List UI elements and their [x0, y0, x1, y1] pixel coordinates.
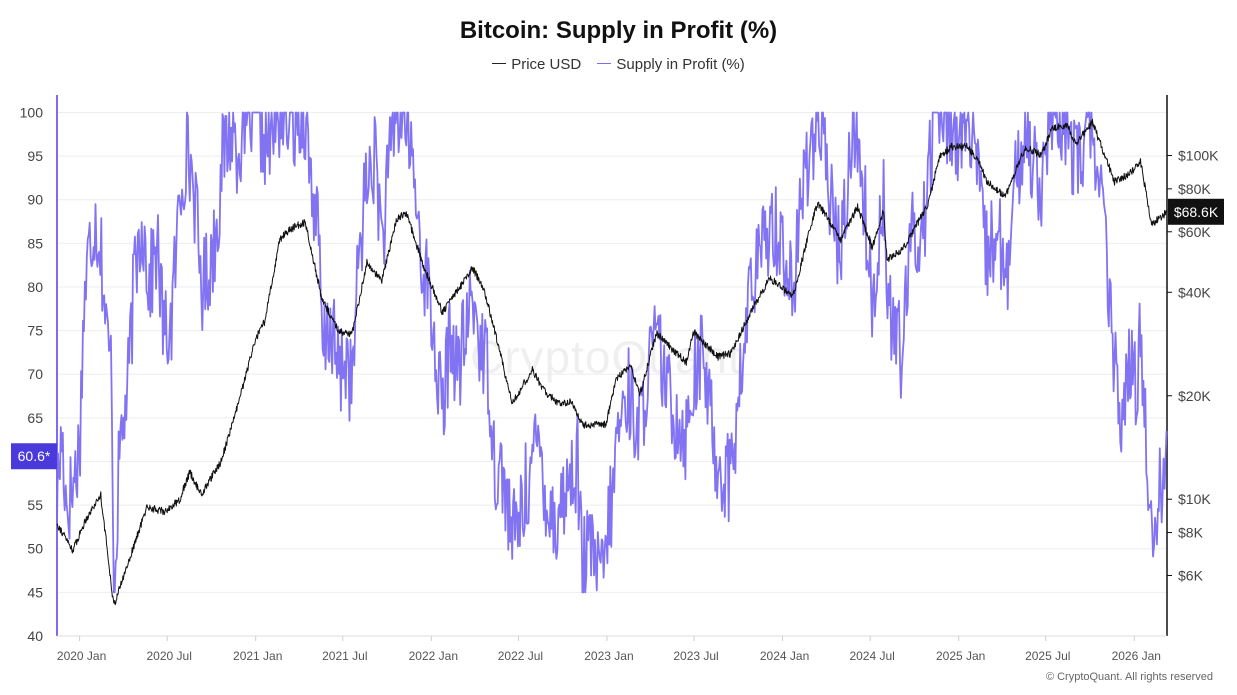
- series-line-supply-in-profit: [56, 111, 1168, 594]
- right-tick-label-7: $100K: [1178, 148, 1219, 164]
- current-price-badge-label: $68.6K: [1174, 204, 1219, 220]
- x-tick-label-4: 2022 Jan: [409, 649, 458, 663]
- chart-legend: Price USD Supply in Profit (%): [0, 56, 1237, 73]
- legend-item-supply[interactable]: Supply in Profit (%): [597, 56, 745, 73]
- y-tick-label-65: 65: [27, 410, 43, 426]
- x-tick-label-11: 2025 Jul: [1025, 649, 1070, 663]
- current-supply-badge: [11, 443, 57, 470]
- y-tick-label-70: 70: [27, 366, 43, 382]
- y-tick-label-90: 90: [27, 192, 43, 208]
- x-tick-label-10: 2025 Jan: [936, 649, 985, 663]
- x-tick-label-5: 2022 Jul: [498, 649, 543, 663]
- right-tick-label-6: $80K: [1178, 181, 1211, 197]
- legend-swatch-price: [492, 62, 507, 64]
- current-supply-badge-label: 60.6*: [18, 448, 51, 464]
- x-tick-label-0: 2020 Jan: [57, 649, 106, 663]
- right-tick-label-2: $10K: [1178, 491, 1211, 507]
- y-tick-label-75: 75: [27, 323, 43, 339]
- y-tick-label-85: 85: [27, 235, 43, 251]
- x-tick-label-1: 2020 Jul: [146, 649, 191, 663]
- x-tick-label-8: 2024 Jan: [760, 649, 809, 663]
- right-tick-label-5: $60K: [1178, 224, 1211, 240]
- x-tick-label-2: 2021 Jan: [233, 649, 282, 663]
- current-price-badge: [1168, 198, 1224, 225]
- series-line-price-usd: [56, 118, 1168, 606]
- right-tick-label-0: $6K: [1178, 567, 1204, 583]
- legend-label-supply: Supply in Profit (%): [616, 56, 745, 73]
- legend-label-price: Price USD: [511, 56, 582, 73]
- copyright-text: © CryptoQuant. All rights reserved: [1045, 671, 1213, 683]
- right-tick-label-3: $20K: [1178, 388, 1211, 404]
- chart-title: Bitcoin: Supply in Profit (%): [459, 17, 778, 44]
- y-tick-label-50: 50: [27, 541, 43, 557]
- y-tick-label-55: 55: [27, 497, 43, 513]
- legend-swatch-supply: [597, 62, 612, 64]
- x-tick-label-6: 2023 Jan: [584, 649, 633, 663]
- y-tick-label-45: 45: [27, 584, 43, 600]
- y-tick-label-100: 100: [20, 104, 44, 120]
- x-tick-label-12: 2026 Jan: [1112, 649, 1161, 663]
- y-tick-label-80: 80: [27, 279, 43, 295]
- legend-item-price[interactable]: Price USD: [492, 56, 581, 73]
- x-tick-label-3: 2021 Jul: [322, 649, 367, 663]
- x-tick-label-9: 2024 Jul: [849, 649, 894, 663]
- right-tick-label-1: $8K: [1178, 525, 1204, 541]
- right-tick-label-4: $40K: [1178, 284, 1211, 300]
- y-tick-label-95: 95: [27, 148, 43, 164]
- x-tick-label-7: 2023 Jul: [673, 649, 718, 663]
- y-tick-label-40: 40: [27, 628, 43, 644]
